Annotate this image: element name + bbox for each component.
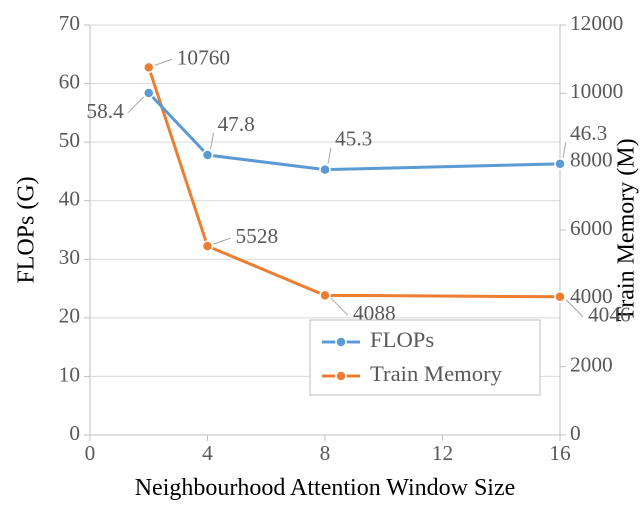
y-right-tick-label: 8000 [570, 148, 613, 172]
legend-swatch-marker [336, 337, 346, 347]
series-marker-flops [144, 88, 154, 98]
y-left-axis-title: FLOPs (G) [14, 176, 40, 283]
series-marker-flops [320, 165, 330, 175]
data-label-flops: 46.3 [570, 121, 607, 145]
y-left-tick-label: 40 [59, 187, 80, 211]
legend-label: Train Memory [370, 361, 503, 386]
series-marker-train_memory [555, 292, 565, 302]
x-tick-label: 16 [549, 441, 571, 465]
y-left-tick-label: 50 [59, 128, 80, 152]
y-left-tick-label: 20 [59, 304, 80, 328]
legend-label: FLOPs [370, 327, 434, 352]
legend: FLOPs Train Memory [310, 320, 540, 395]
data-label-train_memory: 10760 [177, 45, 230, 69]
x-tick-label: 4 [202, 441, 213, 465]
y-right-tick-label: 10000 [570, 79, 623, 103]
y-right-tick-label: 0 [570, 421, 581, 445]
y-right-tick-label: 2000 [570, 353, 613, 377]
y-left-tick-label: 10 [59, 362, 80, 386]
x-tick-label: 12 [432, 441, 453, 465]
y-left-tick-label: 60 [59, 69, 80, 93]
legend-swatch-marker [336, 371, 346, 381]
series-marker-flops [203, 150, 213, 160]
y-right-axis-title: Train Memory (M) [614, 138, 640, 321]
y-left-tick-label: 30 [59, 245, 80, 269]
series-marker-train_memory [144, 62, 154, 72]
chart-background [0, 0, 640, 508]
data-label-flops: 45.3 [335, 127, 372, 151]
data-label-train_memory: 4046 [588, 303, 631, 327]
x-axis-title: Neighbourhood Attention Window Size [135, 475, 516, 501]
series-marker-train_memory [320, 290, 330, 300]
data-label-train_memory: 5528 [236, 224, 279, 248]
y-right-tick-label: 6000 [570, 216, 613, 240]
y-left-tick-label: 70 [59, 11, 80, 35]
data-label-flops: 47.8 [218, 112, 255, 136]
series-marker-flops [555, 159, 565, 169]
y-left-tick-label: 0 [69, 421, 80, 445]
series-marker-train_memory [203, 241, 213, 251]
chart-svg: 0481216010203040506070020004000600080001… [0, 0, 640, 508]
chart-container: 0481216010203040506070020004000600080001… [0, 0, 640, 508]
x-tick-label: 8 [320, 441, 331, 465]
data-label-flops: 58.4 [86, 99, 124, 123]
x-tick-label: 0 [85, 441, 96, 465]
y-right-tick-label: 12000 [570, 11, 623, 35]
